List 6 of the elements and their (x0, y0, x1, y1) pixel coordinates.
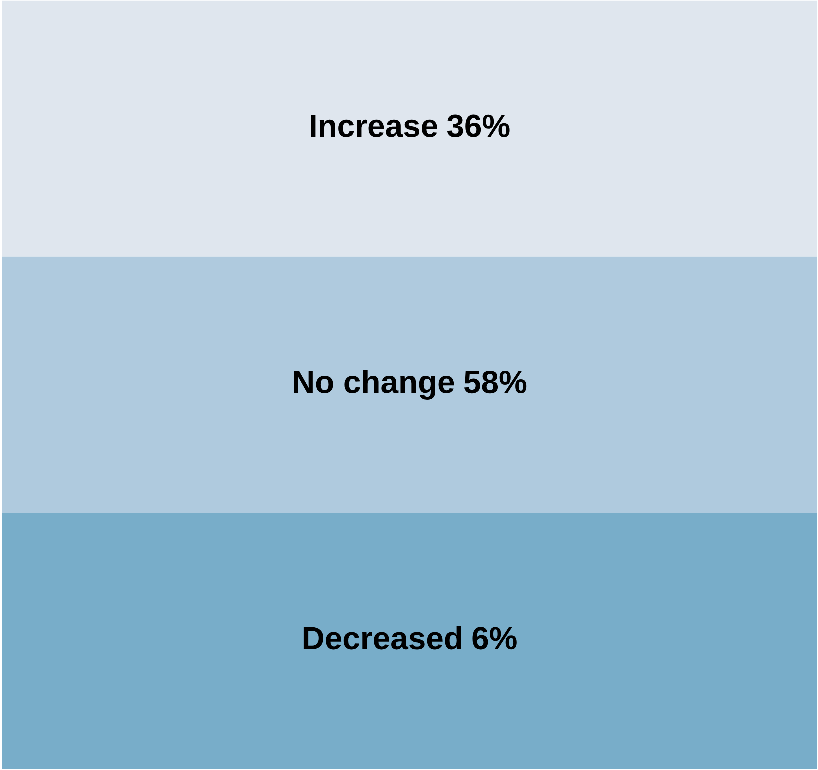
category-label: No change (294, 370, 454, 400)
data-label: 36% (447, 114, 510, 138)
category-label: Decreased (304, 626, 462, 650)
data-label: 6% (472, 627, 517, 650)
category-label: Increase (311, 115, 438, 138)
data-label: 58% (464, 370, 527, 394)
